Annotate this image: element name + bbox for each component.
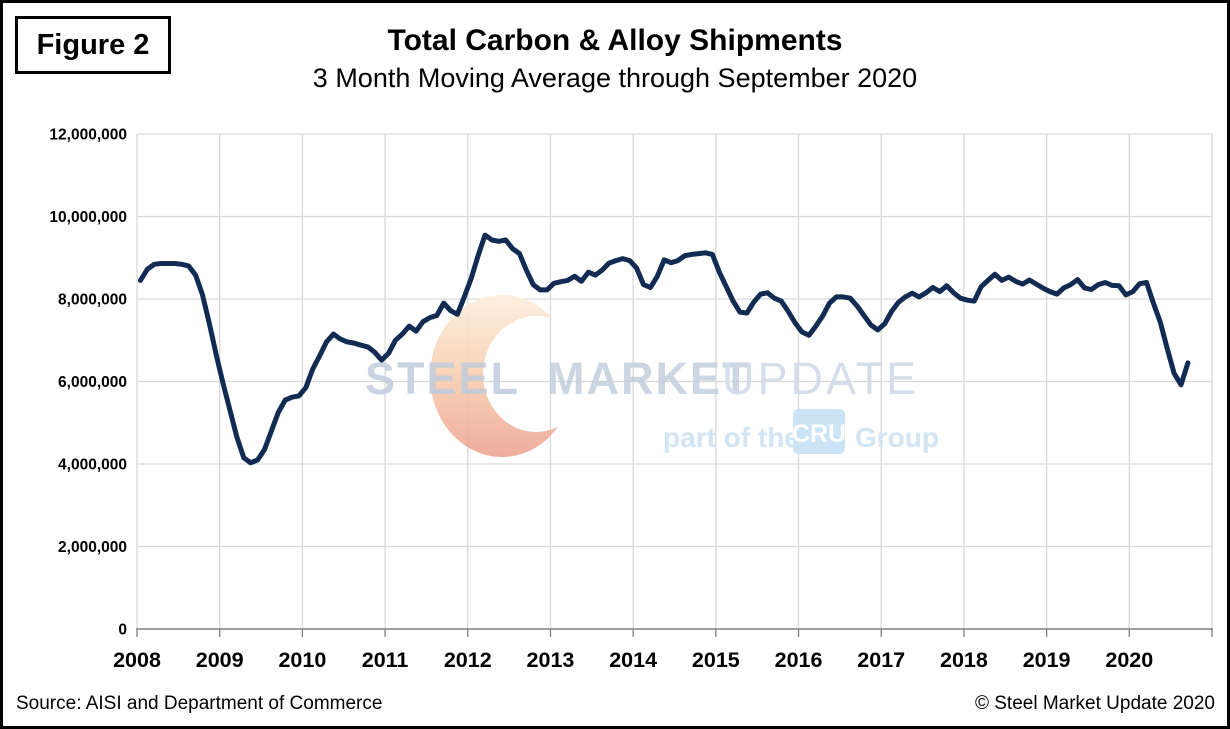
x-axis-tick-label: 2014	[609, 648, 657, 672]
watermark-market-text: MARKET	[547, 353, 751, 404]
y-axis-tick-label: 10,000,000	[49, 209, 127, 226]
page-subtitle: 3 Month Moving Average through September…	[312, 63, 918, 93]
y-axis-tick-label: 8,000,000	[58, 292, 127, 309]
shipments-trend-line	[137, 232, 1191, 466]
watermark-update-text: UPDATE	[722, 353, 919, 404]
x-axis-tick-label: 2008	[113, 648, 161, 672]
figure-label-box: Figure 2	[15, 16, 171, 74]
watermark-part-of-the-text: part of the	[663, 422, 800, 453]
watermark-group-text: Group	[855, 422, 939, 453]
source-text: Source: AISI and Department of Commerce	[16, 693, 383, 714]
page-title: Total Carbon & Alloy Shipments	[387, 24, 843, 57]
y-axis-tick-label: 4,000,000	[58, 457, 127, 474]
x-axis-tick-label: 2013	[527, 648, 575, 672]
y-axis-tick-label: 0	[118, 622, 127, 639]
x-axis-tick-label: 2012	[444, 648, 492, 672]
copyright-text: © Steel Market Update 2020	[974, 693, 1215, 714]
x-axis-tick-label: 2011	[362, 648, 409, 672]
x-axis-tick-label: 2009	[196, 648, 244, 672]
y-axis-tick-label: 2,000,000	[58, 539, 127, 556]
watermark-crescent-icon	[430, 295, 574, 457]
watermark-steel-text: STEEL	[365, 353, 520, 404]
x-axis-tick-label: 2018	[940, 648, 988, 672]
x-axis-tick-label: 2016	[775, 648, 823, 672]
y-axis-tick-label: 6,000,000	[58, 374, 127, 391]
figure-label: Figure 2	[36, 28, 150, 61]
x-axis-tick-label: 2015	[692, 648, 740, 672]
watermark-cru-text: CRU	[792, 420, 846, 448]
x-axis-tick-label: 2017	[857, 648, 905, 672]
x-axis-tick-label: 2019	[1023, 648, 1071, 672]
x-axis-tick-label: 2020	[1105, 648, 1153, 672]
y-axis-tick-label: 12,000,000	[49, 127, 127, 144]
watermark-cru-badge	[793, 409, 845, 454]
x-axis-tick-label: 2010	[278, 648, 326, 672]
